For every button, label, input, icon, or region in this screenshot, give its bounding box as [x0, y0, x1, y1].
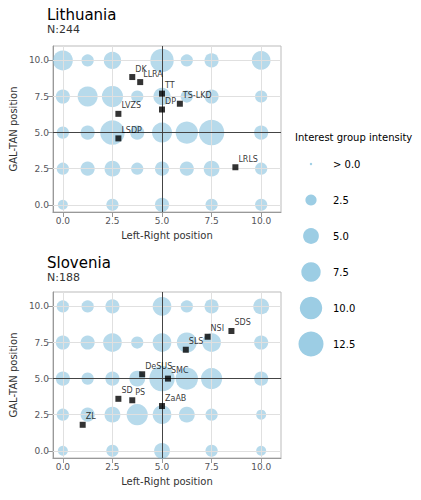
svg-text:7.5: 7.5 — [35, 338, 49, 348]
svg-text:5.0: 5.0 — [155, 216, 170, 226]
svg-text:2.5: 2.5 — [333, 195, 349, 206]
svg-text:GAL-TAN position: GAL-TAN position — [8, 332, 19, 417]
svg-text:ZaAB: ZaAB — [165, 394, 186, 403]
svg-text:Slovenia: Slovenia — [47, 254, 111, 272]
svg-text:Interest group intensity: Interest group intensity — [295, 132, 412, 143]
svg-text:N:244: N:244 — [47, 23, 80, 36]
svg-text:SLS: SLS — [189, 337, 204, 346]
svg-text:0.0: 0.0 — [35, 446, 50, 456]
svg-text:5.0: 5.0 — [35, 374, 50, 384]
svg-text:10.0: 10.0 — [251, 462, 271, 472]
svg-text:SDS: SDS — [234, 318, 250, 327]
svg-text:5.0: 5.0 — [155, 462, 170, 472]
svg-text:7.5: 7.5 — [35, 92, 49, 102]
svg-text:7.5: 7.5 — [204, 462, 218, 472]
svg-text:2.5: 2.5 — [35, 410, 49, 420]
svg-text:2.5: 2.5 — [105, 462, 119, 472]
svg-text:PS: PS — [135, 388, 145, 397]
svg-text:> 0.0: > 0.0 — [333, 159, 360, 170]
svg-text:ZL: ZL — [86, 412, 96, 421]
svg-text:GAL-TAN position: GAL-TAN position — [8, 86, 19, 171]
svg-text:SMC: SMC — [171, 366, 189, 375]
svg-text:12.5: 12.5 — [333, 339, 355, 350]
svg-text:TS-LKD: TS-LKD — [182, 91, 212, 100]
svg-text:LLRA: LLRA — [143, 70, 163, 79]
svg-text:DK: DK — [135, 64, 147, 74]
svg-text:7.5: 7.5 — [333, 267, 349, 278]
svg-text:DP: DP — [165, 97, 176, 106]
svg-text:0.0: 0.0 — [56, 216, 71, 226]
svg-text:TT: TT — [164, 81, 175, 90]
svg-text:5.0: 5.0 — [333, 231, 349, 242]
svg-text:10.0: 10.0 — [333, 303, 355, 314]
svg-text:10.0: 10.0 — [29, 301, 49, 311]
svg-text:7.5: 7.5 — [204, 216, 218, 226]
svg-text:Left-Right position: Left-Right position — [121, 230, 213, 241]
svg-text:10.0: 10.0 — [29, 55, 49, 65]
svg-text:LSDP: LSDP — [121, 126, 142, 135]
svg-text:DeSUS: DeSUS — [145, 362, 172, 371]
svg-text:10.0: 10.0 — [251, 216, 271, 226]
svg-text:NSI: NSI — [211, 324, 224, 333]
svg-text:LRLS: LRLS — [238, 155, 258, 164]
svg-text:2.5: 2.5 — [105, 216, 119, 226]
svg-text:SD: SD — [121, 386, 132, 395]
svg-text:Lithuania: Lithuania — [47, 6, 116, 24]
svg-text:0.0: 0.0 — [56, 462, 71, 472]
svg-text:N:188: N:188 — [47, 271, 80, 284]
svg-text:5.0: 5.0 — [35, 128, 50, 138]
svg-text:LVZS: LVZS — [121, 101, 141, 110]
svg-text:Left-Right position: Left-Right position — [121, 476, 213, 487]
svg-text:0.0: 0.0 — [35, 200, 50, 210]
svg-text:2.5: 2.5 — [35, 164, 49, 174]
